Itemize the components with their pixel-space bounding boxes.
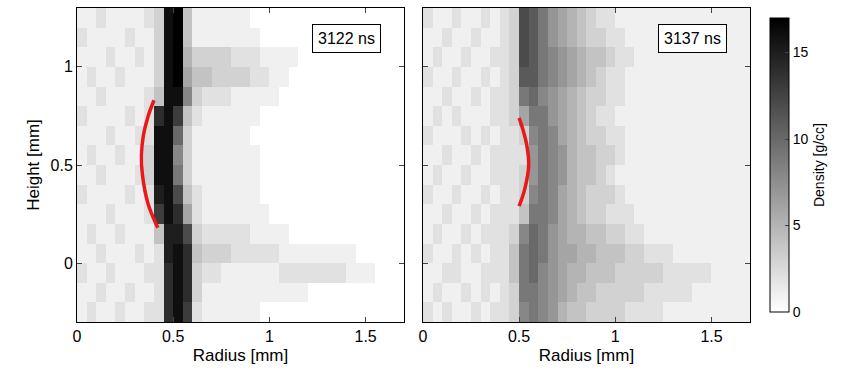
svg-text:Density [g/cc]: Density [g/cc] [811,123,827,207]
svg-text:Height [mm]: Height [mm] [24,119,43,211]
svg-text:1: 1 [64,58,73,75]
svg-text:0: 0 [418,328,427,345]
svg-text:5: 5 [793,217,801,233]
svg-text:0: 0 [73,328,82,345]
svg-text:1.5: 1.5 [355,328,377,345]
svg-text:Radius [mm]: Radius [mm] [539,346,634,365]
svg-text:10: 10 [793,131,809,147]
svg-text:0.5: 0.5 [51,157,73,174]
svg-text:Radius [mm]: Radius [mm] [193,346,288,365]
svg-text:15: 15 [793,44,809,60]
svg-text:3137 ns: 3137 ns [664,30,721,47]
svg-text:0: 0 [793,304,801,320]
svg-text:0: 0 [64,255,73,272]
svg-text:0.5: 0.5 [162,328,184,345]
svg-text:3122 ns: 3122 ns [318,30,375,47]
svg-text:1.5: 1.5 [700,328,722,345]
svg-text:1: 1 [611,328,620,345]
svg-text:0.5: 0.5 [508,328,530,345]
svg-text:1: 1 [265,328,274,345]
